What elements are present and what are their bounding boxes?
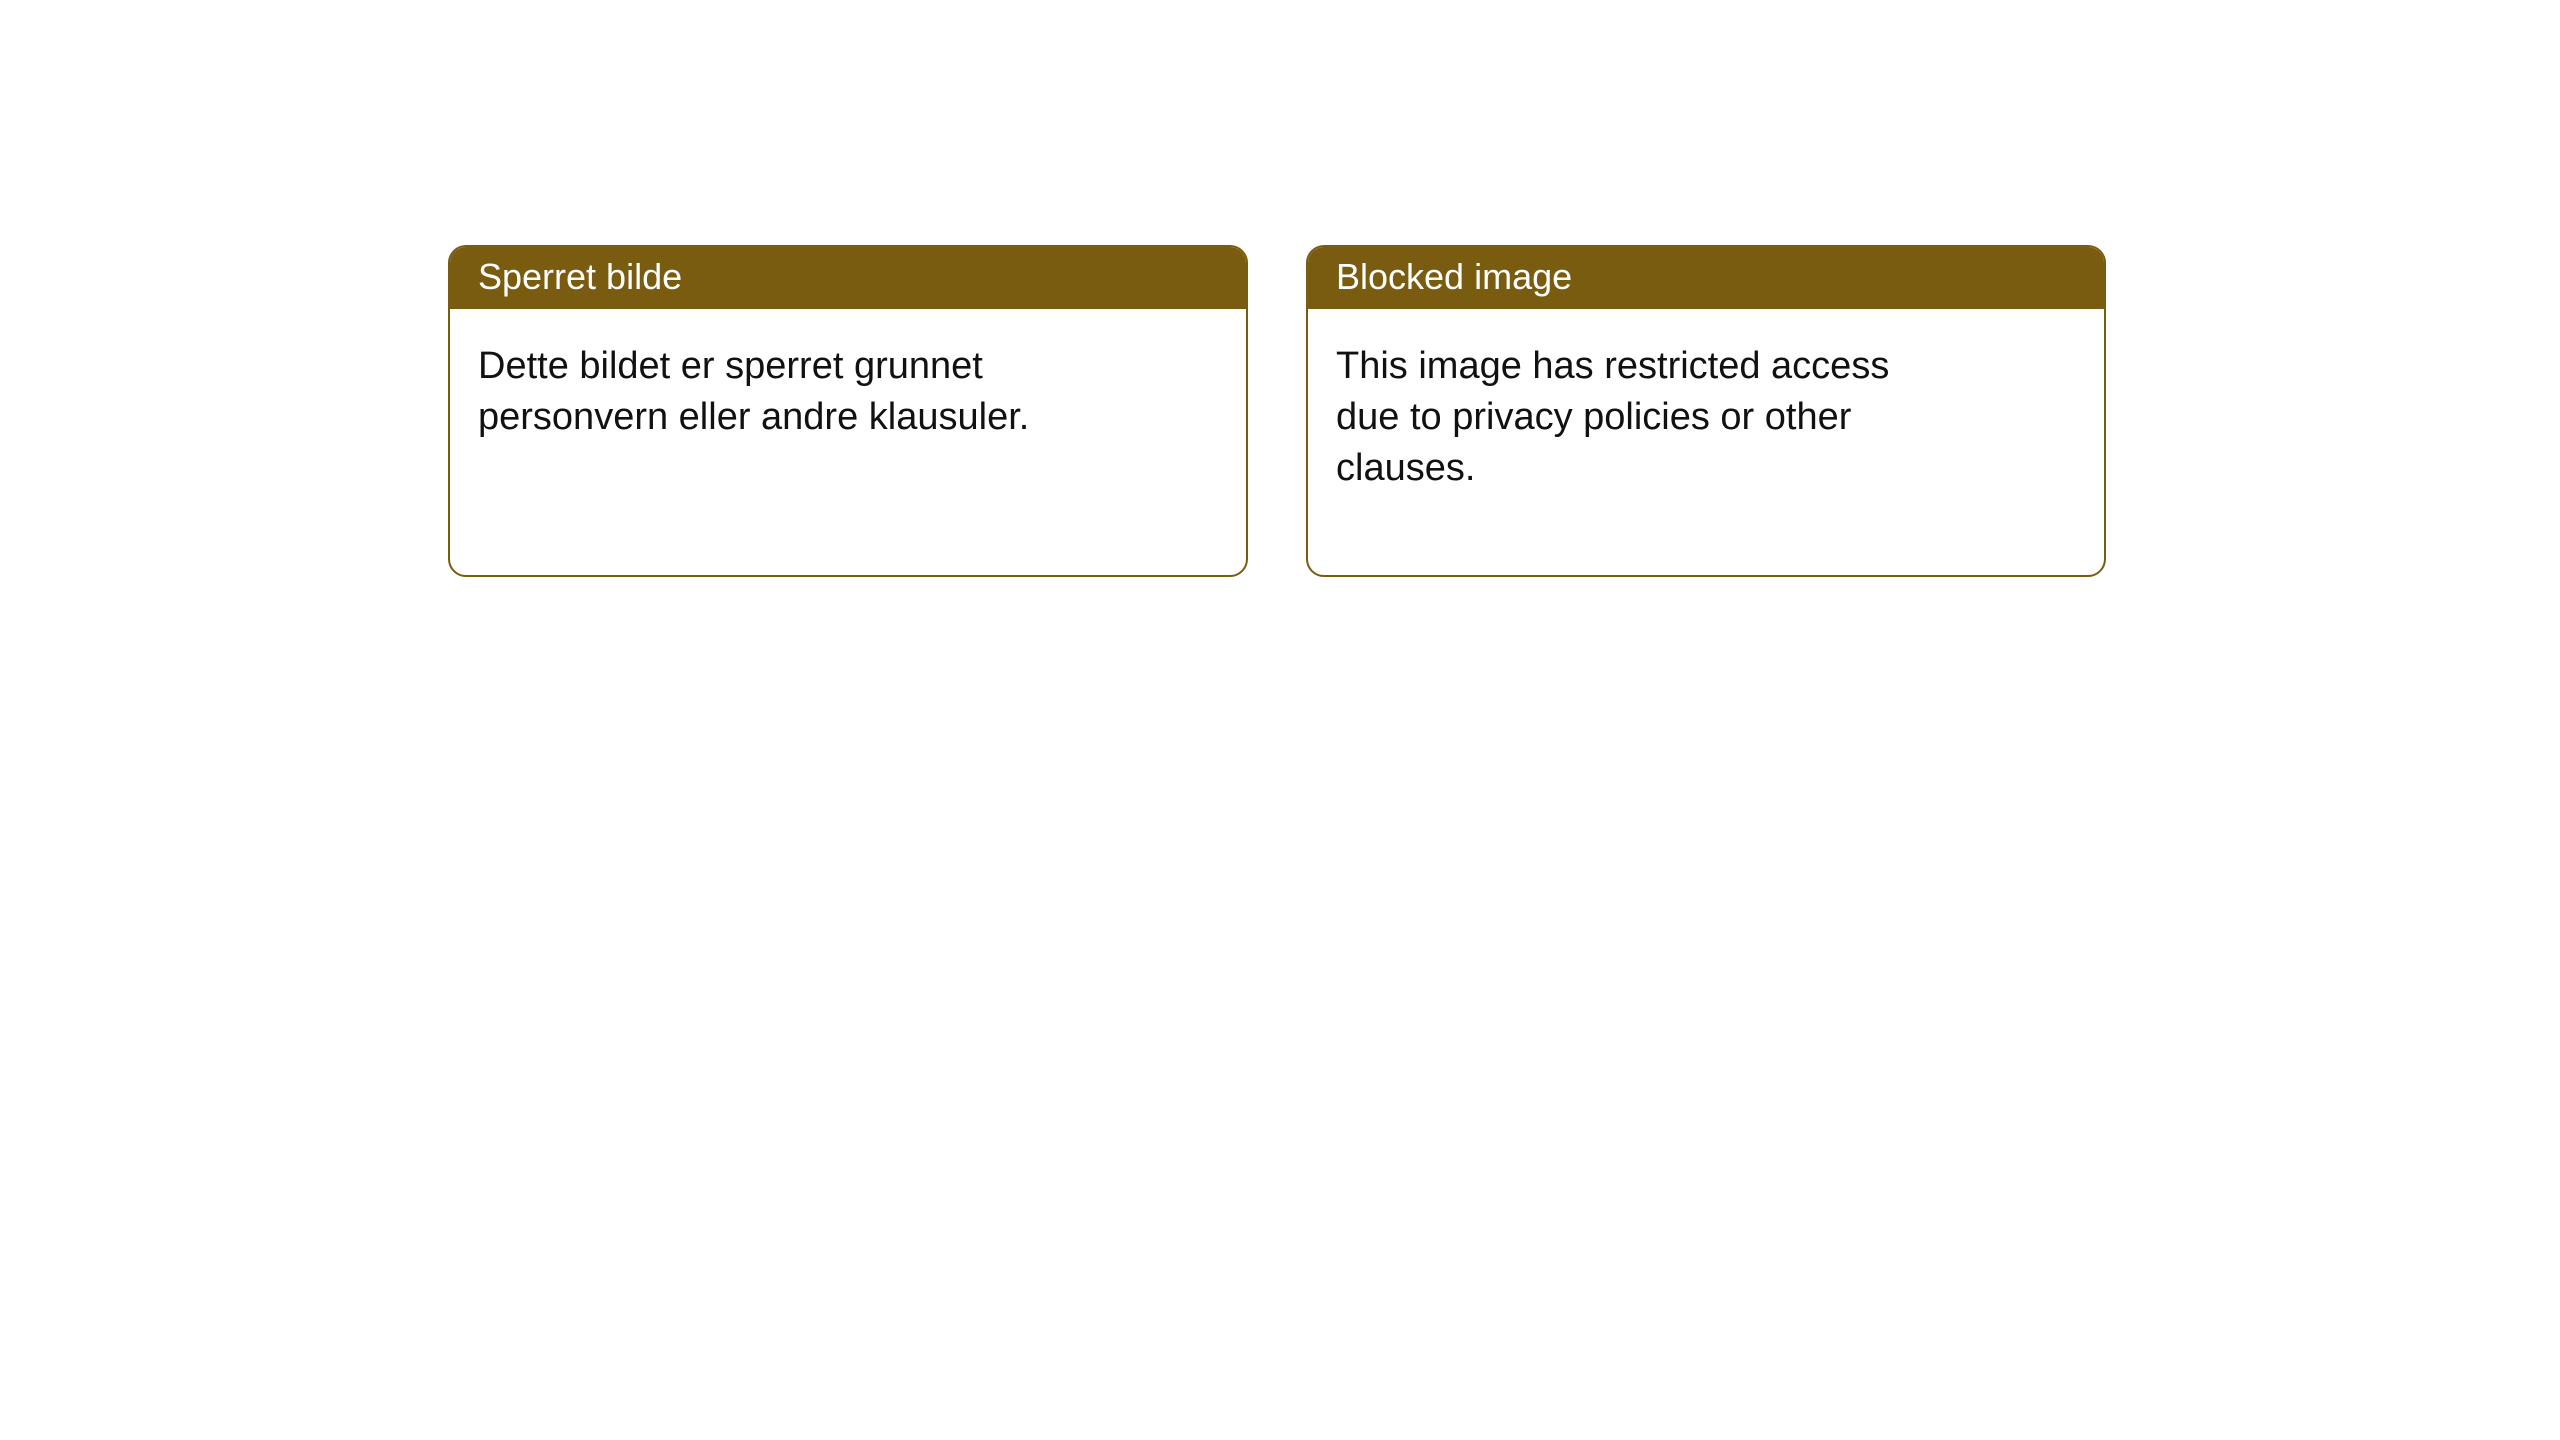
notice-cards-container: Sperret bilde Dette bildet er sperret gr…: [448, 245, 2106, 577]
notice-card-header: Sperret bilde: [450, 247, 1246, 309]
notice-card-en: Blocked image This image has restricted …: [1306, 245, 2106, 577]
notice-card-body-text: This image has restricted access due to …: [1336, 345, 1889, 490]
notice-card-body-text: Dette bildet er sperret grunnet personve…: [478, 345, 1029, 438]
notice-card-header-text: Blocked image: [1336, 256, 1572, 297]
notice-card-body: This image has restricted access due to …: [1308, 309, 1988, 527]
notice-card-header-text: Sperret bilde: [478, 256, 682, 297]
notice-card-no: Sperret bilde Dette bildet er sperret gr…: [448, 245, 1248, 577]
notice-card-body: Dette bildet er sperret grunnet personve…: [450, 309, 1130, 476]
notice-card-header: Blocked image: [1308, 247, 2104, 309]
